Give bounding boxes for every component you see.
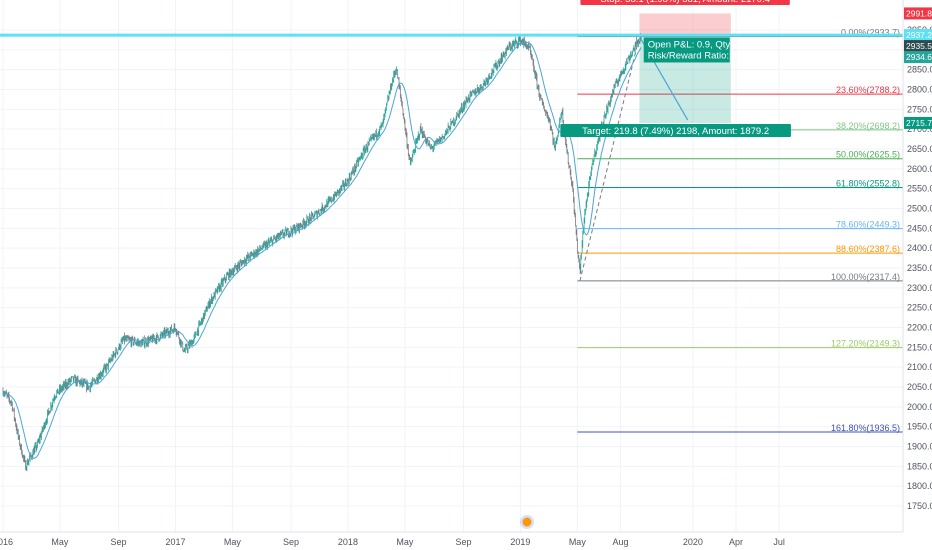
fib-level-label: 61.80%(2552.8): [836, 179, 900, 189]
y-tick-label: 2700.0: [907, 124, 932, 134]
fibonacci-retracement[interactable]: 0.00%(2933.7) 23.60%(2788.2) 38.20%(2698.2…: [577, 27, 903, 433]
open-pl-text: Open P&L: 0.9, Qty: 4: [648, 39, 741, 50]
y-tick-label: 1800.0: [907, 481, 932, 491]
x-tick-label: 2017: [165, 537, 185, 547]
price-badge: [904, 7, 932, 20]
y-tick-label: 2400.0: [907, 243, 932, 253]
price-badge-text: 2991.8: [906, 8, 932, 18]
fib-level-label: 23.60%(2788.2): [836, 85, 900, 95]
fib-level-label: 127.20%(2149.3): [831, 339, 900, 349]
fib-level-label: 50.00%(2625.5): [836, 150, 900, 160]
y-tick-label: 2300.0: [907, 283, 932, 293]
x-tick-label: Sep: [455, 537, 471, 547]
y-tick-label: 2450.0: [907, 223, 932, 233]
short-position-tool[interactable]: [638, 13, 731, 123]
y-tick-label: 2350.0: [907, 263, 932, 273]
y-tick-label: 2650.0: [907, 144, 932, 154]
y-tick-label: 2800.0: [907, 85, 932, 95]
target-label-text: Target: 219.8 (7.49%) 2198, Amount: 1879…: [582, 126, 769, 137]
y-tick-label: 2850.0: [907, 65, 932, 75]
price-badge: [904, 116, 932, 129]
grid: [0, 0, 903, 532]
fib-level-label: 78.60%(2449.3): [836, 220, 900, 230]
moving-average-line: [2, 41, 642, 460]
price-badge: [904, 40, 932, 53]
y-tick-label: 2200.0: [907, 323, 932, 333]
x-tick-label: Sep: [283, 537, 299, 547]
y-tick-label: 1950.0: [907, 422, 932, 432]
price-badge-text: 2715.7: [906, 118, 932, 128]
x-tick-label: May: [224, 537, 242, 547]
y-tick-label: 2150.0: [907, 342, 932, 352]
price-badge-text: 2934.6: [906, 52, 932, 62]
time-axis[interactable]: 2016 May Sep 2017 May Sep 2018 May Sep 2019 May Aug…: [0, 537, 785, 547]
open-pl-bg: [643, 37, 730, 63]
y-tick-label: 1850.0: [907, 461, 932, 471]
fib-level-label: 100.00%(2317.4): [831, 272, 900, 282]
x-tick-label: Apr: [729, 537, 743, 547]
x-tick-label: Sep: [111, 537, 127, 547]
fib-level-label: 38.20%(2698.2): [836, 121, 900, 131]
y-tick-label: 2000.0: [907, 402, 932, 412]
x-tick-label: 2020: [683, 537, 703, 547]
x-tick-label: Jul: [773, 537, 785, 547]
stop-label: Stop: 58.1 (1.98%) 581, Amount: 2170.4: [580, 0, 790, 5]
rr-ratio-text: Risk/Reward Ratio: 3.9: [648, 50, 745, 61]
stop-zone[interactable]: [639, 13, 731, 37]
y-tick-label: 1750.0: [907, 501, 932, 511]
y-tick-label: 2550.0: [907, 184, 932, 194]
y-tick-label: 2600.0: [907, 164, 932, 174]
x-tick-label: Aug: [612, 537, 628, 547]
y-tick-label: 2750.0: [907, 104, 932, 114]
price-axis[interactable]: 1750.0 1800.0 1850.0 1900.0 1950.0 2000.0 2050…: [907, 25, 932, 511]
price-badge-text: 2935.5: [906, 41, 932, 51]
stop-label-bg: [580, 0, 790, 5]
stop-label-text: Stop: 58.1 (1.98%) 581, Amount: 2170.4: [600, 0, 770, 5]
price-badge-text: 2937.2: [906, 30, 932, 40]
y-tick-label: 2050.0: [907, 382, 932, 392]
y-tick-label: 2100.0: [907, 362, 932, 372]
price-badge: [904, 29, 932, 42]
fib-level-label: 161.80%(1936.5): [831, 423, 900, 433]
x-tick-label: May: [51, 537, 69, 547]
target-label-bg: [560, 123, 791, 137]
x-tick-label: May: [569, 537, 587, 547]
price-badge: [904, 51, 932, 64]
price-series: [2, 33, 642, 472]
y-tick-label: 2500.0: [907, 204, 932, 214]
y-tick-label: 1900.0: [907, 442, 932, 452]
y-tick-label: 2250.0: [907, 303, 932, 313]
position-labels: Stop: 58.1 (1.98%) 581, Amount: 2170.4 Op…: [560, 0, 791, 137]
x-tick-label: 2018: [338, 537, 358, 547]
tradingview-logo-icon[interactable]: [520, 515, 534, 529]
logo-core: [522, 517, 532, 527]
x-tick-label: May: [396, 537, 414, 547]
fib-level-label: 0.00%(2933.7): [841, 27, 900, 37]
x-tick-label: 2016: [0, 537, 13, 547]
target-label: Target: 219.8 (7.49%) 2198, Amount: 1879…: [560, 123, 791, 137]
fib-level-label: 88.60%(2387.6): [836, 244, 900, 254]
x-tick-label: 2019: [510, 537, 530, 547]
